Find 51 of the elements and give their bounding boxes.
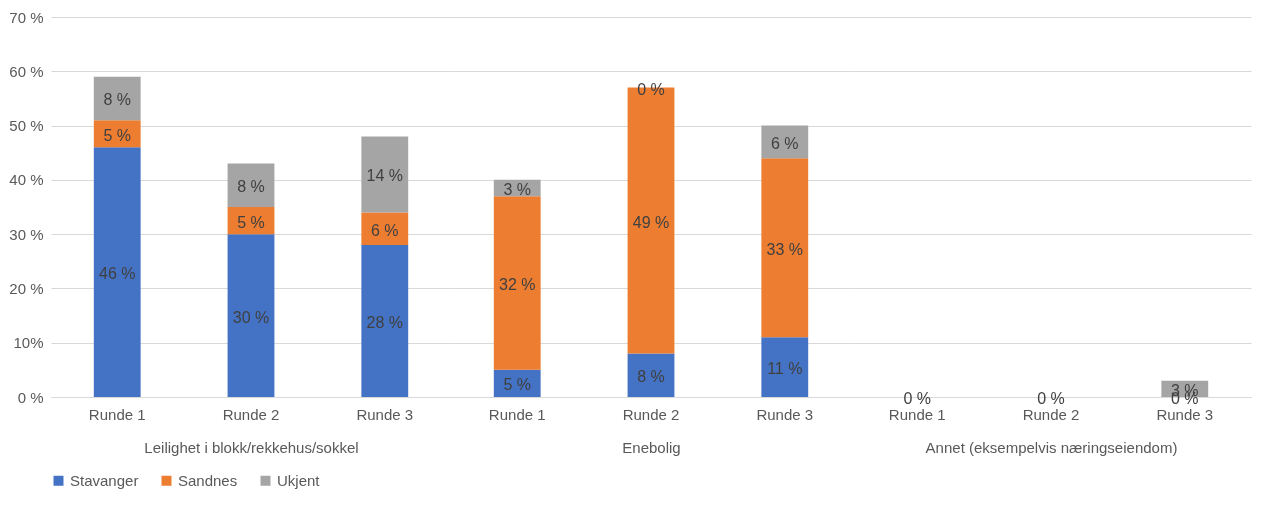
x-tick-label: Runde 1 (88, 405, 146, 423)
data-label: 11 % (767, 360, 803, 378)
x-tick-label: Runde 3 (756, 405, 814, 423)
data-label: 30 % (232, 308, 270, 326)
x-tick-label: Runde 1 (888, 405, 946, 423)
data-label: 5 % (237, 213, 265, 231)
bar (361, 245, 409, 397)
data-label: 3 % (503, 181, 532, 198)
y-tick-label: 0 % (17, 388, 44, 406)
x-tick-label: Runde 3 (356, 405, 414, 423)
data-label: 14 % (366, 167, 404, 185)
x-tick-label: Runde 2 (1022, 405, 1080, 423)
x-tick-label: Runde 1 (488, 405, 546, 423)
data-label: 46 % (98, 265, 136, 283)
x-axis-title: Leilighet i blokk/rekkehus/sokkel (144, 438, 359, 456)
data-label: 28 % (366, 314, 404, 331)
data-label: 5 % (103, 126, 132, 144)
y-tick-label: 50 % (9, 117, 44, 135)
data-label: 32 % (498, 276, 536, 293)
y-tick-label: 70 % (9, 8, 44, 26)
y-tick-label: 20 % (9, 279, 44, 297)
x-axis-title: Annet (eksempelvis næringseiendom) (925, 438, 1178, 456)
data-label: 8 % (103, 91, 132, 109)
bar (227, 234, 275, 397)
data-label: 6 % (370, 221, 399, 239)
x-tick-label: Runde 2 (622, 405, 680, 423)
x-tick-label: Runde 3 (1156, 405, 1214, 423)
bar (93, 76, 141, 121)
data-label: 0 % (903, 390, 932, 407)
bar (761, 337, 809, 397)
data-label: 0 % (1037, 390, 1065, 407)
data-label: 8 % (637, 368, 665, 386)
legend-label: Stavanger (70, 471, 139, 489)
x-axis-title: Enebolig (622, 438, 681, 456)
data-label: 8 % (237, 178, 265, 196)
y-tick-label: 30 % (9, 225, 44, 243)
y-tick-label: 40 % (9, 171, 44, 189)
bar (761, 158, 809, 338)
legend-label: Ukjent (277, 471, 321, 489)
y-tick-label: 10% (13, 334, 44, 352)
data-label: 49 % (632, 213, 670, 231)
bar (93, 147, 141, 397)
bar (361, 212, 409, 245)
data-label: 5 % (503, 376, 532, 394)
legend-label: Sandnes (178, 471, 238, 489)
x-tick-label: Runde 2 (222, 405, 280, 423)
bar (361, 136, 409, 213)
y-tick-label: 60 % (9, 62, 44, 80)
data-label: 33 % (766, 240, 804, 258)
data-label: 6 % (770, 134, 799, 152)
bar (493, 196, 541, 370)
